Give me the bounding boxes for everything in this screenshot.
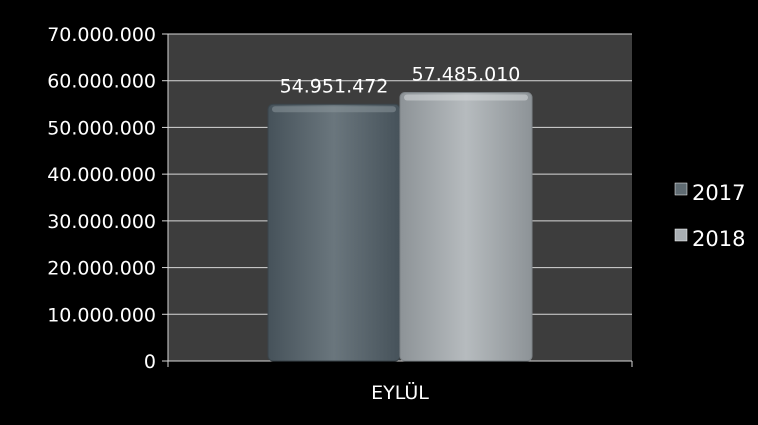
y-tick-label: 30.000.000: [47, 211, 156, 233]
x-tick-label: EYLÜL: [371, 381, 429, 404]
y-tick-label: 40.000.000: [47, 164, 156, 186]
data-label-2017: 54.951.472: [280, 75, 389, 97]
y-tick-label: 50.000.000: [47, 117, 156, 139]
legend-label-2017: 2017: [692, 181, 745, 205]
legend-label-2018: 2018: [692, 227, 745, 251]
bar-2017: [267, 103, 401, 362]
y-tick-label: 60.000.000: [47, 71, 156, 93]
bar-highlight: [404, 94, 528, 101]
data-label-2018: 57.485.010: [412, 63, 521, 85]
y-tick-label: 0: [144, 351, 156, 373]
bar-highlight: [272, 106, 396, 113]
y-tick-label: 20.000.000: [47, 258, 156, 280]
bar-2018: [399, 91, 533, 362]
y-tick-label: 10.000.000: [47, 304, 156, 326]
legend-swatch-2017: [674, 182, 688, 196]
legend-swatch-2018: [674, 228, 688, 242]
y-tick-label: 70.000.000: [47, 24, 156, 46]
